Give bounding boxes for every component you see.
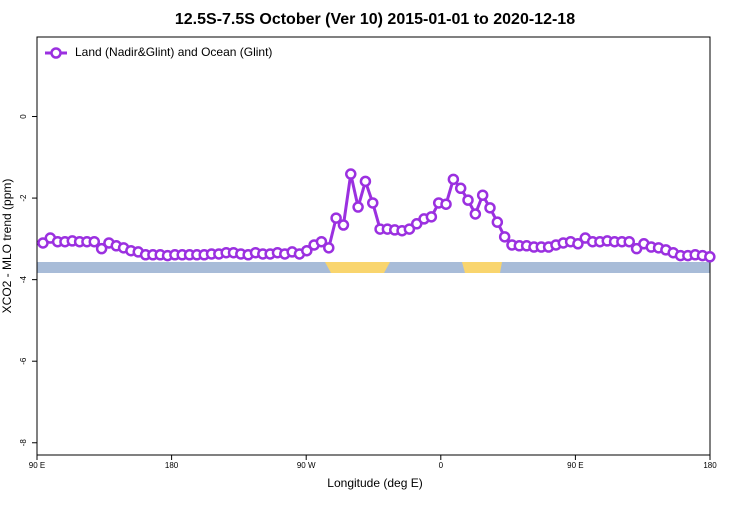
data-point	[315, 235, 328, 248]
x-tick-label: 90 E	[567, 461, 583, 470]
data-point	[454, 182, 467, 195]
x-tick-label: 90 W	[297, 461, 316, 470]
y-tick-label: -2	[19, 194, 28, 202]
data-point	[95, 242, 108, 255]
legend-label: Land (Nadir&Glint) and Ocean (Glint)	[75, 45, 272, 59]
data-point	[359, 175, 372, 188]
data-point	[403, 223, 416, 235]
data-point	[367, 197, 379, 209]
y-tick-label: -6	[19, 357, 28, 365]
y-tick-label: 0	[19, 114, 28, 119]
data-point	[345, 168, 357, 180]
data-point	[484, 202, 496, 214]
data-point	[462, 194, 474, 206]
x-axis-label: Longitude (deg E)	[327, 476, 422, 490]
x-tick-label: 180	[165, 461, 179, 470]
data-point	[337, 219, 350, 231]
data-point	[491, 216, 504, 228]
data-point	[704, 251, 716, 263]
data-point	[301, 244, 313, 257]
y-tick-label: -4	[19, 276, 28, 284]
data-point	[469, 208, 482, 220]
data-point	[425, 211, 438, 223]
data-point	[330, 212, 342, 224]
plot-frame	[36, 36, 711, 456]
data-point	[498, 231, 511, 243]
data-point	[447, 173, 460, 186]
legend-marker	[50, 47, 62, 59]
data-point	[572, 238, 584, 250]
y-tick-label: -8	[19, 439, 28, 447]
land-band	[462, 262, 502, 273]
land-band	[325, 262, 390, 273]
x-tick-label: 180	[703, 461, 717, 470]
y-axis-label: XCO2 - MLO trend (ppm)	[0, 179, 14, 314]
data-point	[476, 189, 489, 201]
x-tick-label: 90 E	[29, 461, 45, 470]
data-point	[323, 242, 335, 254]
x-tick-label: 0	[439, 461, 444, 470]
data-point	[352, 201, 364, 213]
data-point	[440, 198, 452, 210]
data-point	[88, 235, 101, 248]
chart-title: 12.5S-7.5S October (Ver 10) 2015-01-01 t…	[175, 11, 575, 28]
data-point	[623, 235, 635, 248]
